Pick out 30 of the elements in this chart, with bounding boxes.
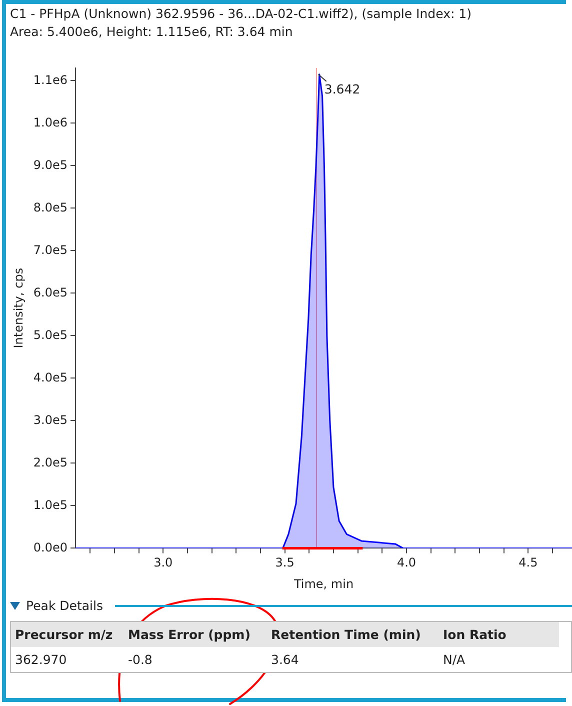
x-tick-label: 3.0 (154, 556, 173, 570)
y-tick-label: 0.0e0 (33, 540, 68, 554)
y-tick-label: 5.0e5 (33, 328, 68, 342)
y-tick-label: 6.0e5 (33, 285, 68, 300)
y-tick-label: 1.0e6 (33, 115, 68, 130)
x-tick-label: 3.5 (275, 556, 294, 570)
annotation: 3.642 (324, 82, 360, 97)
x-axis-title: Time, min (292, 576, 354, 591)
text: Peak Details (26, 598, 103, 613)
y-axis-title: Intensity, cps (11, 268, 26, 348)
x-tick-label: 4.5 (518, 556, 538, 570)
text: N/A (439, 647, 559, 672)
text: Retention Time (min) (267, 622, 439, 647)
chart-title: C1 - PFHpA (Unknown) 362.9596 - 36...DA-02-C1.wiff2), (sample Index: 1) (10, 5, 472, 23)
text: -0.8 (124, 647, 267, 672)
text: Mass Error (ppm) (124, 622, 267, 647)
text: Precursor m/z (11, 622, 124, 647)
x-tick-label: 4.0 (396, 556, 416, 570)
y-tick-label: 2.0e5 (33, 455, 68, 470)
text: Ion Ratio (439, 622, 559, 647)
y-tick-label: 8.0e5 (33, 200, 68, 214)
text: 362.970 (11, 647, 124, 672)
chart-subtitle: Area: 5.400e6, Height: 1.115e6, RT: 3.64 min (10, 23, 294, 41)
y-tick-label: 3.0e5 (33, 412, 68, 427)
y-tick-label: 9.0e5 (33, 158, 68, 172)
text: 3.64 (267, 647, 439, 672)
y-tick-label: 7.0e5 (33, 242, 68, 257)
y-tick-label: 4.0e5 (33, 370, 68, 384)
y-tick-label: 1.1e6 (33, 72, 68, 87)
y-tick-label: 1.0e5 (33, 498, 68, 512)
